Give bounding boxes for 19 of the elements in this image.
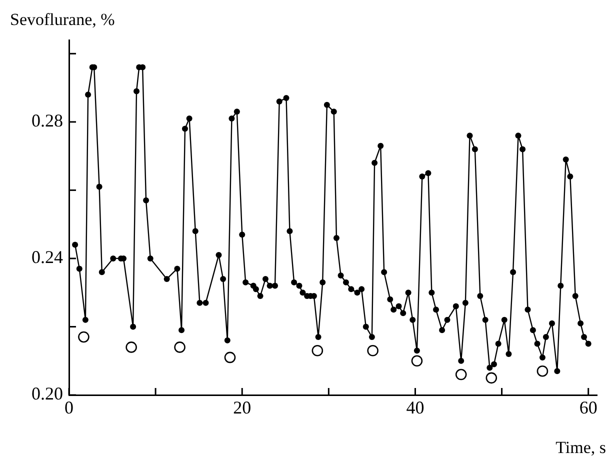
point	[126, 342, 137, 353]
point	[411, 355, 423, 367]
point	[455, 368, 467, 380]
x-tick-label: 40	[406, 398, 424, 418]
x-tick-label: 60	[579, 398, 598, 418]
point	[78, 331, 90, 343]
y-tick-label: 0.20	[32, 384, 63, 404]
x-axis-title: Time, s	[556, 438, 606, 457]
y-tick-label: 0.28	[32, 110, 63, 131]
y-axis-title: Sevoflurane, %	[10, 10, 115, 29]
x-tick-label: 20	[233, 398, 252, 418]
x-tick-label: 0	[64, 398, 74, 418]
point	[312, 344, 324, 356]
point	[367, 344, 378, 356]
y-tick-label: 0.24	[32, 247, 63, 268]
point	[536, 365, 548, 377]
point	[224, 352, 236, 364]
point	[486, 372, 498, 384]
point	[174, 342, 186, 353]
